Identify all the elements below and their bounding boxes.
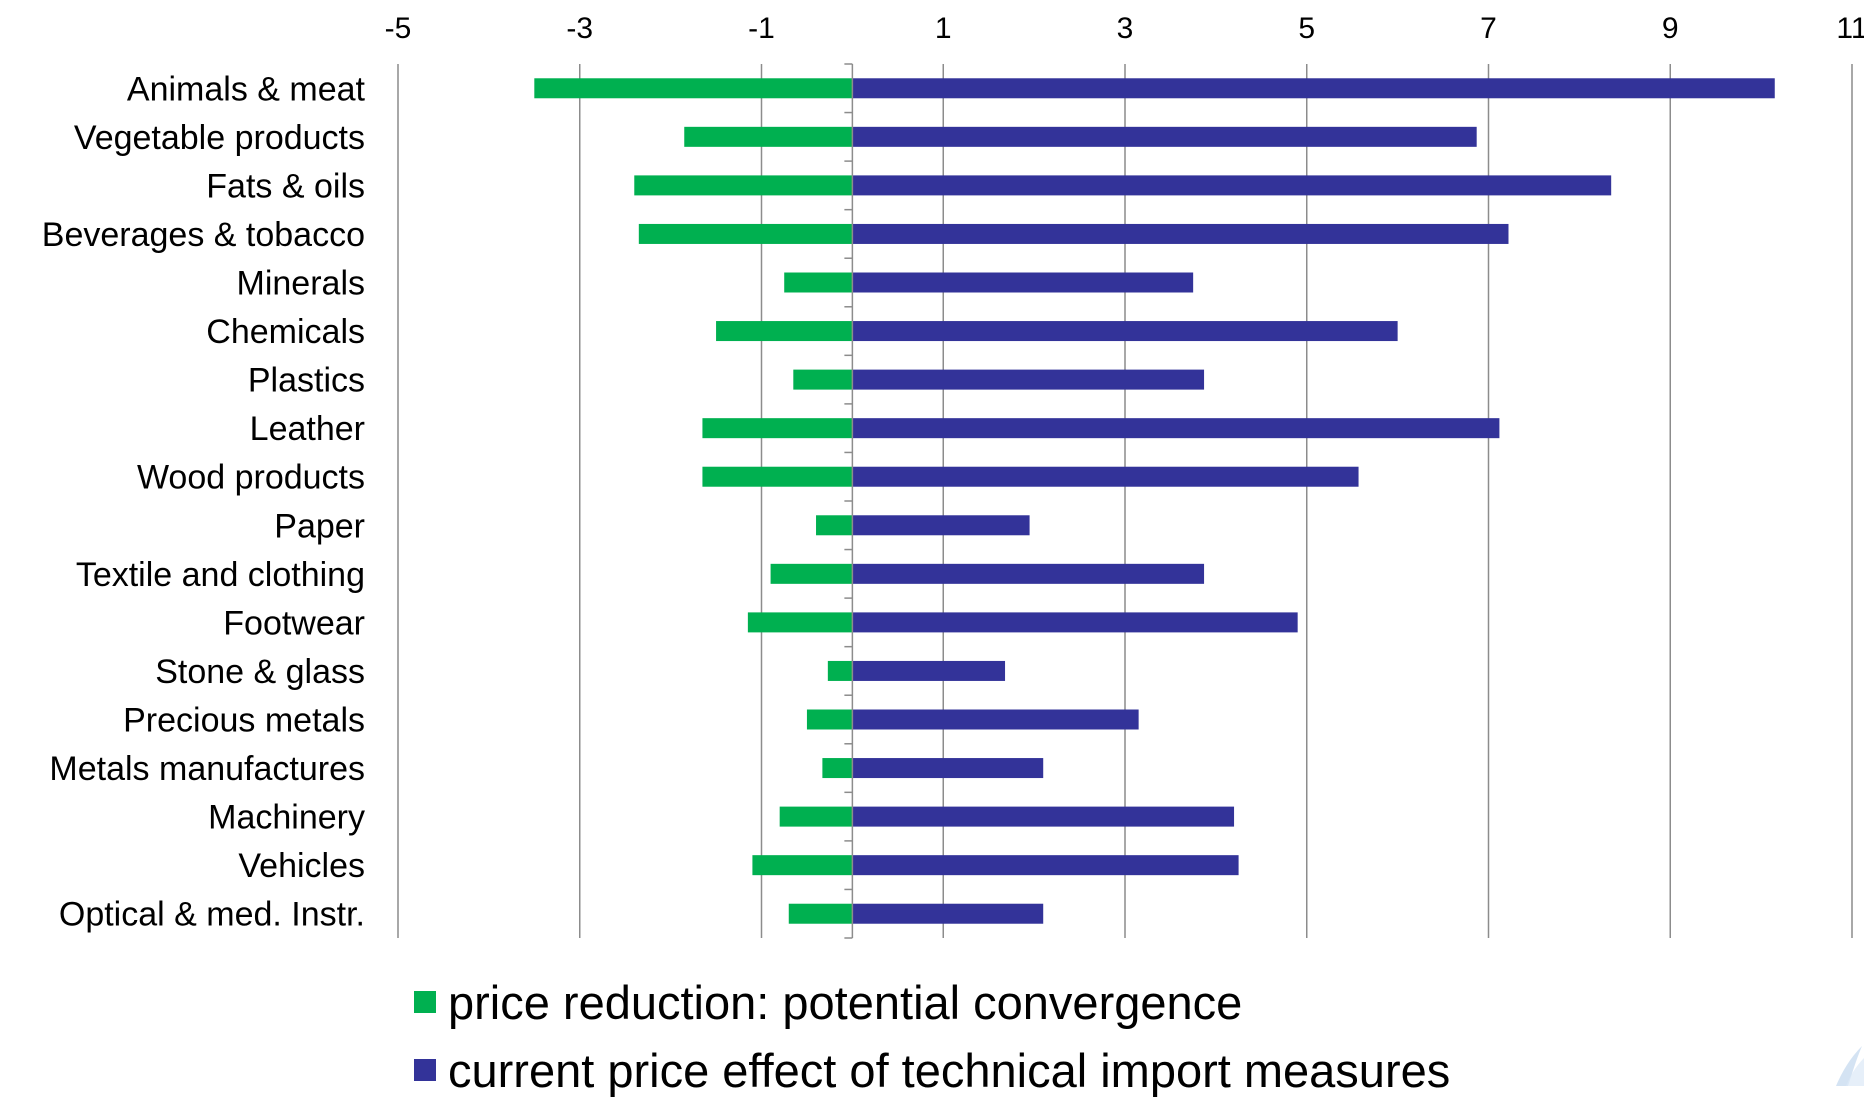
bar-current-effect bbox=[852, 126, 1477, 147]
bar-price-reduction bbox=[747, 612, 853, 633]
bar-price-reduction bbox=[716, 321, 853, 342]
bar-current-effect bbox=[852, 612, 1298, 633]
x-tick-label: 11 bbox=[1836, 12, 1864, 45]
bar-current-effect bbox=[852, 855, 1239, 876]
bar-price-reduction bbox=[752, 855, 853, 876]
category-label: Machinery bbox=[208, 799, 365, 837]
bar-current-effect bbox=[852, 418, 1500, 439]
bar-current-effect bbox=[852, 272, 1194, 293]
x-tick-label: -1 bbox=[748, 12, 775, 45]
category-label: Minerals bbox=[237, 265, 365, 303]
bar-price-reduction bbox=[793, 369, 853, 390]
x-tick-label: 1 bbox=[935, 12, 952, 45]
bar-current-effect bbox=[852, 903, 1044, 924]
bar-price-reduction bbox=[784, 272, 853, 293]
x-tick-label: 5 bbox=[1298, 12, 1315, 45]
bar-current-effect bbox=[852, 806, 1235, 827]
bar-current-effect bbox=[852, 78, 1775, 99]
x-tick-label: -5 bbox=[385, 12, 412, 45]
bar-price-reduction bbox=[634, 175, 853, 196]
category-axis bbox=[844, 63, 854, 939]
category-label: Vegetable products bbox=[74, 119, 365, 157]
legend: price reduction: potential convergence c… bbox=[414, 968, 1450, 1104]
x-tick-label: 9 bbox=[1662, 12, 1679, 45]
logo-icon bbox=[1836, 1046, 1864, 1086]
bar-price-reduction bbox=[702, 418, 853, 439]
category-label: Textile and clothing bbox=[76, 556, 365, 594]
bar-current-effect bbox=[852, 563, 1205, 584]
bar-price-reduction bbox=[816, 515, 853, 536]
bar-price-reduction bbox=[534, 78, 853, 99]
gridlines bbox=[397, 64, 1853, 938]
category-label: Metals manufactures bbox=[49, 750, 365, 788]
legend-item-series-2: current price effect of technical import… bbox=[414, 1036, 1450, 1104]
legend-item-series-1: price reduction: potential convergence bbox=[414, 968, 1450, 1036]
bar-current-effect bbox=[852, 758, 1044, 779]
x-tick-label: -3 bbox=[566, 12, 593, 45]
bar-price-reduction bbox=[770, 563, 853, 584]
legend-swatch-blue bbox=[414, 1059, 436, 1081]
category-label: Fats & oils bbox=[206, 167, 365, 205]
bar-current-effect bbox=[852, 369, 1205, 390]
bar-price-reduction bbox=[788, 903, 853, 924]
bar-current-effect bbox=[852, 466, 1359, 487]
category-label: Leather bbox=[250, 410, 365, 448]
bar-price-reduction bbox=[827, 660, 853, 681]
bar-current-effect bbox=[852, 175, 1612, 196]
bars bbox=[534, 78, 1775, 924]
bar-current-effect bbox=[852, 321, 1398, 342]
category-label: Precious metals bbox=[123, 702, 365, 740]
category-label: Footwear bbox=[223, 604, 365, 642]
category-label: Vehicles bbox=[238, 847, 365, 885]
bar-current-effect bbox=[852, 660, 1006, 681]
category-label: Beverages & tobacco bbox=[42, 216, 365, 254]
bar-price-reduction bbox=[806, 709, 853, 730]
x-tick-label: 3 bbox=[1117, 12, 1134, 45]
category-label: Stone & glass bbox=[155, 653, 365, 691]
category-label: Paper bbox=[274, 507, 365, 545]
bar-price-reduction bbox=[779, 806, 853, 827]
category-label: Plastics bbox=[248, 362, 365, 400]
legend-label: current price effect of technical import… bbox=[448, 1043, 1451, 1097]
bar-price-reduction bbox=[702, 466, 853, 487]
bar-current-effect bbox=[852, 709, 1139, 730]
bar-current-effect bbox=[852, 223, 1509, 244]
category-label: Wood products bbox=[137, 459, 365, 497]
bar-current-effect bbox=[852, 515, 1030, 536]
bar-price-reduction bbox=[822, 758, 853, 779]
legend-label: price reduction: potential convergence bbox=[448, 975, 1243, 1029]
x-tick-label: 7 bbox=[1480, 12, 1497, 45]
category-labels: Animals & meat Vegetable products Fats & o… bbox=[42, 70, 366, 933]
bar-price-reduction bbox=[638, 223, 853, 244]
category-label: Optical & med. Instr. bbox=[59, 896, 365, 934]
category-label: Animals & meat bbox=[127, 70, 366, 108]
x-axis-tick-labels: -5 -3 -1 1 3 5 7 9 11 bbox=[385, 12, 1864, 45]
legend-swatch-green bbox=[414, 991, 436, 1013]
bar-price-reduction bbox=[684, 126, 853, 147]
category-label: Chemicals bbox=[206, 313, 365, 351]
